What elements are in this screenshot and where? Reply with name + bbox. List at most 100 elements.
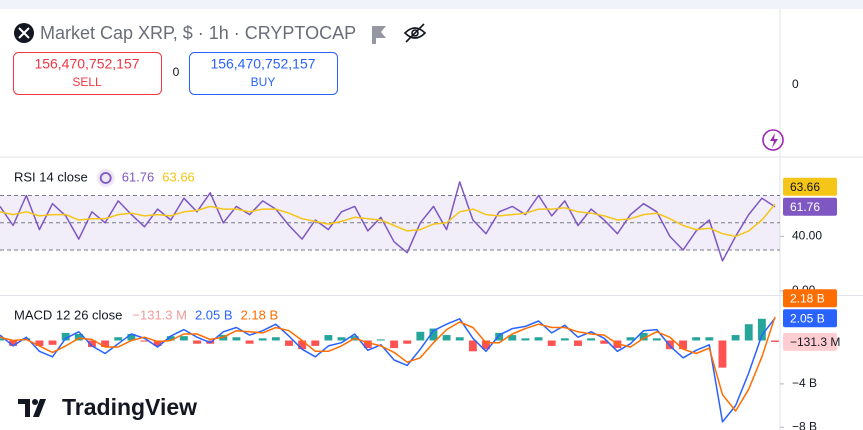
histogram-bar bbox=[718, 340, 727, 368]
last-value-badge bbox=[783, 309, 837, 328]
histogram-bar bbox=[508, 335, 517, 341]
histogram-bar bbox=[468, 340, 477, 352]
histogram-bar bbox=[193, 340, 201, 344]
histogram-bar bbox=[403, 340, 412, 344]
histogram-bar bbox=[639, 332, 648, 341]
brand-name[interactable]: TradingView bbox=[62, 394, 197, 420]
histogram-bar bbox=[298, 340, 307, 350]
histogram-bar bbox=[574, 340, 582, 346]
histogram-bar bbox=[376, 339, 385, 341]
price-scale-label: 0 bbox=[792, 77, 799, 91]
flag-icon[interactable] bbox=[372, 26, 386, 44]
histogram-bar bbox=[429, 328, 438, 341]
histogram-bar bbox=[232, 337, 241, 341]
last-value-label: 63.66 bbox=[790, 180, 820, 194]
indicator-title: RSI 14 close bbox=[14, 169, 88, 184]
histogram-bar bbox=[442, 335, 451, 341]
histogram-bar bbox=[74, 333, 83, 341]
histogram-bar bbox=[390, 340, 399, 349]
histogram-bar bbox=[482, 340, 490, 350]
histogram-bar bbox=[455, 337, 464, 341]
histogram-bar bbox=[547, 340, 556, 346]
sell-button[interactable] bbox=[13, 52, 162, 95]
legend-value: 2.18 B bbox=[241, 307, 279, 322]
histogram-bar bbox=[744, 324, 753, 341]
y-tick-label: −8 B bbox=[792, 419, 817, 430]
last-value-badge bbox=[783, 332, 837, 351]
last-value-label: 61.76 bbox=[790, 200, 820, 214]
brand-logo[interactable] bbox=[18, 399, 46, 417]
legend-value: −131.3 M bbox=[132, 307, 187, 322]
series-line bbox=[0, 317, 776, 423]
histogram-bar bbox=[271, 337, 280, 341]
histogram-bar bbox=[771, 340, 779, 342]
spread: 0 bbox=[173, 65, 180, 79]
histogram-bar bbox=[0, 338, 4, 341]
histogram-bar bbox=[140, 340, 149, 342]
histogram-bar bbox=[153, 340, 162, 346]
histogram-bar bbox=[521, 338, 530, 341]
last-value-label: 2.18 B bbox=[790, 291, 825, 305]
settings-icon[interactable] bbox=[96, 169, 115, 187]
top-bar bbox=[0, 0, 863, 9]
last-value-badge bbox=[783, 289, 837, 308]
histogram-bar bbox=[416, 331, 425, 341]
histogram-bar bbox=[48, 340, 57, 345]
last-value-label: 2.05 B bbox=[790, 311, 825, 325]
histogram-bar bbox=[705, 337, 714, 341]
histogram-bar bbox=[626, 337, 635, 341]
sell-label[interactable]: SELL bbox=[72, 75, 102, 89]
histogram-bar bbox=[127, 333, 136, 341]
pane bbox=[0, 316, 779, 423]
buy-label[interactable]: BUY bbox=[251, 75, 276, 89]
histogram-bar bbox=[114, 337, 123, 341]
settings-icon-ring bbox=[99, 172, 112, 184]
hide-icon[interactable] bbox=[403, 23, 427, 43]
histogram-bar bbox=[495, 332, 504, 341]
histogram-bar bbox=[285, 340, 293, 346]
last-value-badge bbox=[783, 177, 837, 196]
histogram-bar bbox=[311, 340, 320, 346]
histogram-bar bbox=[587, 338, 596, 341]
histogram-bar bbox=[258, 338, 267, 341]
symbol-logo[interactable] bbox=[14, 23, 34, 43]
histogram-bar bbox=[35, 340, 44, 346]
histogram-bar bbox=[179, 336, 188, 341]
histogram-bar bbox=[652, 338, 661, 341]
buy-button[interactable] bbox=[189, 52, 338, 95]
histogram-bar bbox=[101, 340, 110, 347]
histogram-bar bbox=[363, 340, 372, 349]
histogram-bar bbox=[166, 336, 175, 341]
indicator-title: MACD 12 26 close bbox=[14, 307, 122, 322]
series-line bbox=[0, 203, 776, 238]
histogram-bar bbox=[600, 340, 609, 344]
legend-value: 63.66 bbox=[162, 169, 195, 184]
y-tick-label: −4 B bbox=[792, 376, 817, 390]
last-value-label: −131.3 M bbox=[790, 335, 840, 349]
histogram-bar bbox=[692, 337, 701, 341]
histogram-bar bbox=[757, 318, 766, 341]
legend-value: 2.05 B bbox=[195, 307, 233, 322]
histogram-bar bbox=[61, 332, 70, 341]
histogram-bar bbox=[534, 337, 543, 341]
y-tick-label: 40.00 bbox=[792, 229, 822, 243]
last-value-badge bbox=[783, 197, 837, 216]
series-line bbox=[0, 181, 776, 262]
sell-price[interactable]: 156,470,752,157 bbox=[34, 56, 139, 72]
histogram-bar bbox=[560, 338, 569, 341]
histogram-bar bbox=[337, 337, 346, 341]
alert-icon[interactable] bbox=[762, 129, 784, 151]
pane bbox=[0, 181, 780, 262]
histogram-bar bbox=[245, 340, 254, 344]
histogram-bar bbox=[9, 340, 18, 346]
legend-value: 61.76 bbox=[122, 169, 155, 184]
histogram-bar bbox=[679, 340, 687, 350]
histogram-bar bbox=[324, 335, 333, 341]
symbol-title[interactable]: Market Cap XRP, $ · 1h · CRYPTOCAP bbox=[40, 23, 356, 43]
buy-price[interactable]: 156,470,752,157 bbox=[210, 56, 315, 72]
series-line bbox=[0, 316, 776, 412]
histogram-bar bbox=[88, 340, 96, 347]
histogram-bar bbox=[731, 335, 740, 341]
